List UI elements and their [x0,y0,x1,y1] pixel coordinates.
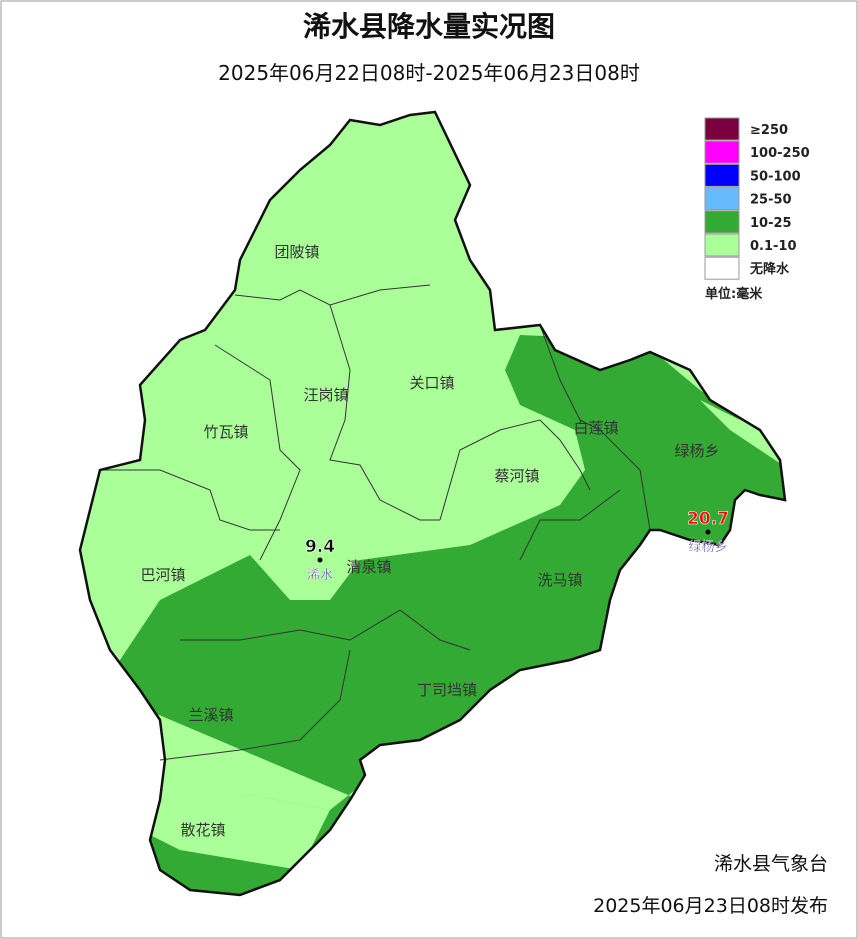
legend-label: 25-50 [750,193,792,208]
legend-label: 0.1-10 [750,239,797,254]
town-label: 汪岗镇 [303,386,348,404]
town-label: 丁司垱镇 [417,681,477,699]
border [329,304,440,521]
town-label: 兰溪镇 [188,706,233,724]
border [539,324,651,531]
town-label: 洗马镇 [537,571,582,589]
town-label: 清泉镇 [346,558,391,576]
county-outline [78,110,787,897]
station-value: 20.7 [687,509,729,529]
legend-label: ≥250 [750,123,788,138]
map-subtitle: 2025年06月22日08时-2025年06月23日08时 [218,61,640,85]
issue-time: 2025年06月23日08时发布 [593,895,828,917]
map-title: 浠水县降水量实况图 [303,10,555,43]
station-name: 绿杨乡 [688,540,727,555]
town-label: 散花镇 [180,821,225,839]
legend-swatch [704,140,740,164]
town-label: 蔡河镇 [494,467,539,485]
station-dot [317,557,323,563]
legend-swatch [704,117,740,141]
station-name: 浠水 [307,568,333,583]
legend-swatch [704,210,740,234]
agency: 浠水县气象台 [714,853,828,875]
town-label: 关口镇 [409,374,454,392]
town-label: 绿杨乡 [674,442,719,460]
legend-swatch [704,256,740,280]
border [234,284,431,306]
border [519,489,621,561]
legend-unit: 单位:毫米 [705,286,763,302]
station-value: 9.4 [305,537,335,557]
town-label: 白莲镇 [573,419,618,437]
legend-swatch [704,187,740,211]
town-borders [100,284,651,761]
border [214,344,301,561]
town-label: 巴河镇 [140,566,185,584]
border [159,649,351,761]
legend-label: 10-25 [750,216,792,231]
station-dot [705,529,711,535]
legend-label: 50-100 [750,169,801,184]
town-label: 团陂镇 [274,243,319,261]
border [439,419,591,521]
light-rain-corner [700,400,785,470]
moderate-rain-area [100,335,785,895]
legend-swatch [704,163,740,187]
light-rain-strip [140,795,330,870]
legend-label: 无降水 [749,261,790,277]
town-label: 竹瓦镇 [203,423,248,441]
legend-swatch [704,233,740,257]
legend-label: 100-250 [750,146,810,161]
border [180,609,471,651]
border [100,469,280,531]
